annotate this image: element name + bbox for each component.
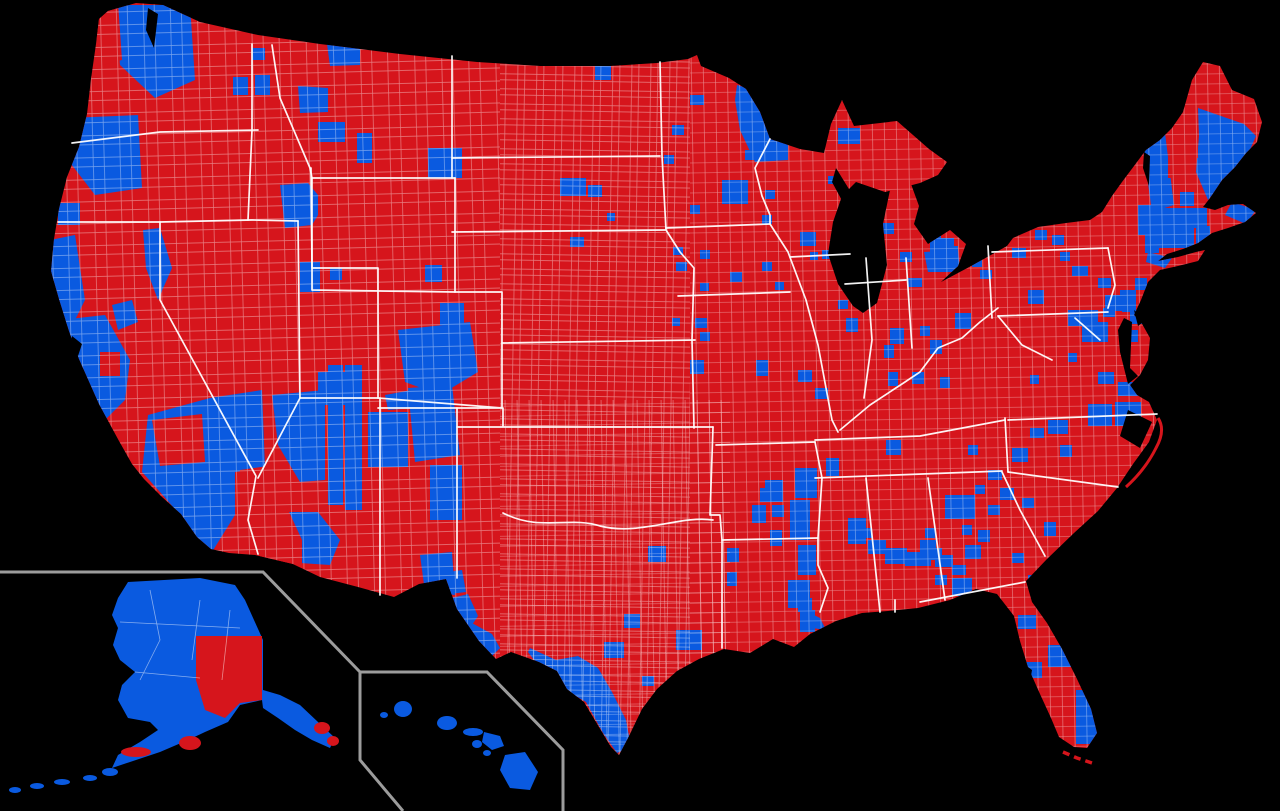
state-border-line [501,339,696,344]
state-border-line [665,223,771,229]
state-border-line [377,397,503,409]
democratic-county-area [793,116,804,124]
state-border-line [451,155,661,159]
state-border-line [456,407,714,428]
state-border-line [159,221,259,555]
state-border-line [502,512,714,530]
water-bodies [70,8,1152,682]
borough-border-line [119,589,241,681]
aleutian-islands [9,768,118,793]
state-border-line [997,315,1053,361]
hawaiian-island [380,712,388,718]
state-border-line [71,129,259,144]
aleutian-island [9,787,21,793]
water-body [832,168,852,208]
republican-borough-area [314,722,330,734]
state-border-line [814,470,1003,479]
hawaiian-island [472,740,482,748]
republican-borough-area [196,636,262,718]
state-border-line [1074,317,1101,341]
democratic-county-area [962,595,984,611]
state-border-line [987,245,993,319]
hawaiian-island [437,716,457,730]
republican-borough-area [179,736,201,750]
state-border-line [814,419,1006,441]
alaska-inset [9,578,339,793]
state-border-line [659,61,695,429]
coastal-strips [1062,417,1163,766]
county-border-texture [690,3,1262,755]
aleutian-island [54,779,70,785]
state-border-line [715,441,816,446]
alaska-republican-areas [121,636,339,757]
alaska-borough-borders [119,589,241,681]
hawaiian-island [463,728,483,736]
state-borders [57,43,1158,649]
state-border-line [919,581,1026,603]
state-border-line [677,291,791,297]
republican-borough-area [121,747,151,757]
republican-borough-area [327,736,339,746]
water-body [1118,318,1138,384]
county-border-texture [500,400,730,755]
state-border-line [454,291,503,409]
democratic-county-area [775,112,789,122]
state-border-line [863,257,873,399]
hawaiian-island [482,732,504,750]
state-border-line [1007,471,1119,488]
state-border-line [865,477,881,613]
state-border-line [997,311,1109,317]
coastal-strip [1124,417,1163,489]
state-border-line [247,43,253,221]
state-border-line [839,307,999,431]
coastal-strip [1062,750,1096,766]
state-border-line [814,441,829,613]
water-body [948,610,960,622]
inset-divider-lines [0,570,565,811]
state-border-line [844,279,907,285]
hawaiian-island [394,701,412,717]
water-body [1134,310,1146,326]
state-border-line [1004,417,1009,473]
state-border-line [451,229,666,233]
aleutian-island [83,775,97,781]
state-border-line [721,537,819,541]
state-border-line [310,167,379,399]
aleutian-island [30,783,44,789]
state-border-line [1007,413,1158,421]
aleutian-island [102,768,118,776]
hawaiian-island [500,752,538,790]
water-body [146,8,158,48]
hawaii-inset [380,701,538,790]
state-border-line [789,253,851,258]
democratic-county-area [838,226,848,242]
state-border-line [1107,247,1116,309]
state-border-line [905,257,913,349]
water-body [1143,152,1150,186]
state-border-line [927,477,946,601]
state-border-line [754,138,839,433]
democratic-county-area [826,628,846,640]
state-border-line [709,426,723,649]
water-body [1120,410,1152,448]
water-body [70,336,82,356]
state-border-line [1001,471,1046,557]
state-border-line [57,219,299,223]
hawaiian-island [483,750,491,756]
water-body [1022,664,1032,682]
state-border-line [991,247,1109,253]
